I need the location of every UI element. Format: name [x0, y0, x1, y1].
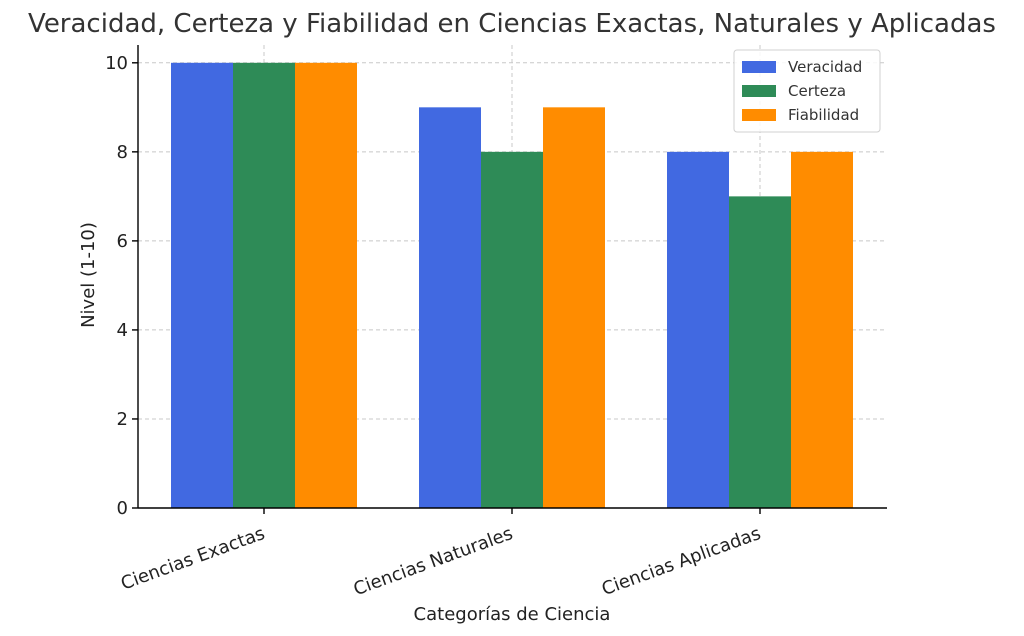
x-tick-label: Ciencias Naturales	[351, 523, 516, 600]
y-axis-label: Nivel (1-10)	[78, 222, 99, 328]
bar-fiabilidad-2	[791, 151, 853, 508]
legend: Veracidad Certeza Fiabilidad	[733, 49, 881, 133]
legend-label-veracidad: Veracidad	[788, 58, 862, 76]
y-tick-label: 4	[117, 320, 128, 341]
legend-label-fiabilidad: Fiabilidad	[788, 106, 859, 124]
y-tick-label: 8	[117, 142, 128, 163]
legend-label-certeza: Certeza	[788, 82, 846, 100]
bar-veracidad-1	[419, 107, 481, 509]
y-tick-label: 2	[117, 409, 128, 430]
bar-veracidad-0	[171, 62, 233, 509]
bar-fiabilidad-0	[295, 62, 357, 509]
y-tick-label: 0	[117, 498, 128, 519]
axes	[132, 45, 887, 514]
bar-fiabilidad-1	[543, 107, 605, 509]
bar-certeza-1	[481, 151, 543, 508]
x-axis-label: Categorías de Ciencia	[414, 604, 611, 625]
bar-certeza-2	[729, 196, 791, 508]
x-tick-label: Ciencias Exactas	[118, 523, 268, 595]
x-tick-label: Ciencias Aplicadas	[599, 523, 764, 600]
bar-certeza-0	[233, 62, 295, 509]
legend-swatch-veracidad	[742, 61, 776, 73]
legend-swatch-fiabilidad	[742, 109, 776, 121]
legend-swatch-certeza	[742, 85, 776, 97]
chart-title: Veracidad, Certeza y Fiabilidad en Cienc…	[28, 9, 996, 39]
bars	[171, 62, 853, 509]
y-tick-label: 10	[105, 53, 128, 74]
bar-veracidad-2	[667, 151, 729, 508]
y-tick-label: 6	[117, 231, 128, 252]
